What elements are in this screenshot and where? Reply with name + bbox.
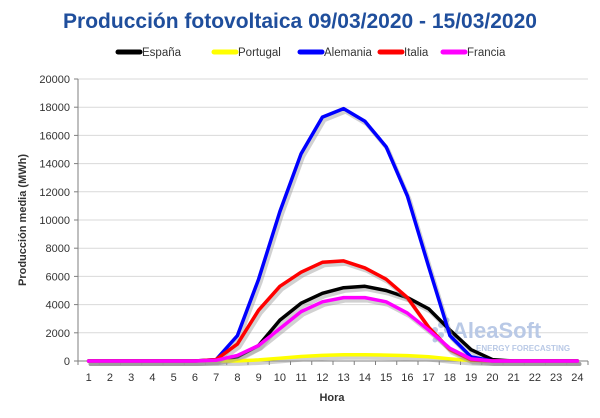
series-lines xyxy=(86,106,582,366)
series-shadow xyxy=(88,287,582,366)
x-tick-label: 3 xyxy=(128,372,134,384)
x-tick-label: 1 xyxy=(86,372,92,384)
x-tick-label: 4 xyxy=(149,372,155,384)
x-tick-label: 19 xyxy=(465,372,477,384)
y-tick-label: 6000 xyxy=(46,271,70,283)
x-tick-label: 22 xyxy=(529,372,541,384)
y-tick-label: 0 xyxy=(64,356,70,368)
y-tick-label: 16000 xyxy=(39,130,70,142)
legend-label: España xyxy=(142,47,182,59)
legend-label: Francia xyxy=(467,47,506,59)
y-axis-label: Producción media (MWh) xyxy=(17,154,29,286)
x-tick-label: 6 xyxy=(192,372,198,384)
watermark: AleaSoft ENERGY FORECASTING xyxy=(432,317,570,353)
x-tick-label: 7 xyxy=(213,372,219,384)
y-tick-label: 12000 xyxy=(39,187,70,199)
x-tick-label: 12 xyxy=(316,372,328,384)
y-tick-label: 20000 xyxy=(39,74,70,86)
series-shadow xyxy=(88,261,582,366)
gridlines xyxy=(78,78,588,334)
legend-label: Italia xyxy=(404,47,429,59)
x-tick-label: 11 xyxy=(295,372,306,384)
y-tick-label: 2000 xyxy=(46,328,70,340)
series-shadow xyxy=(88,109,582,366)
x-tick-label: 10 xyxy=(274,372,286,384)
legend: España Portugal Alemania Italia Francia xyxy=(115,47,506,59)
x-tick-label: 18 xyxy=(444,372,456,384)
y-tick-label: 18000 xyxy=(39,102,70,114)
series-shadow xyxy=(88,298,582,366)
x-tick-label: 24 xyxy=(571,372,583,384)
y-tick-label: 14000 xyxy=(39,159,70,171)
x-tick-label: 2 xyxy=(107,372,113,384)
y-tick-label: 10000 xyxy=(39,215,70,227)
x-tick-label: 23 xyxy=(550,372,562,384)
series-line-francia xyxy=(86,295,580,363)
x-tick-label: 13 xyxy=(338,372,350,384)
series-shadow xyxy=(88,355,582,366)
watermark-name: AleaSoft xyxy=(452,318,542,343)
x-tick-label: 14 xyxy=(359,372,371,384)
x-tick-label: 15 xyxy=(380,372,392,384)
chart-title: Producción fotovoltaica 09/03/2020 - 15/… xyxy=(63,10,537,33)
x-tick-label: 21 xyxy=(508,372,520,384)
x-tick-label: 5 xyxy=(171,372,177,384)
legend-label: Alemania xyxy=(324,47,373,59)
watermark-subtitle: ENERGY FORECASTING xyxy=(476,344,570,353)
legend-label: Portugal xyxy=(238,47,281,59)
x-tick-label: 17 xyxy=(423,372,435,384)
y-tick-label: 4000 xyxy=(46,300,70,312)
y-tick-label: 8000 xyxy=(46,243,70,255)
x-tick-label: 9 xyxy=(256,372,262,384)
x-tick-label: 20 xyxy=(486,372,498,384)
x-axis-label: Hora xyxy=(319,392,345,404)
x-tick-label: 8 xyxy=(234,372,240,384)
x-tick-label: 16 xyxy=(401,372,413,384)
